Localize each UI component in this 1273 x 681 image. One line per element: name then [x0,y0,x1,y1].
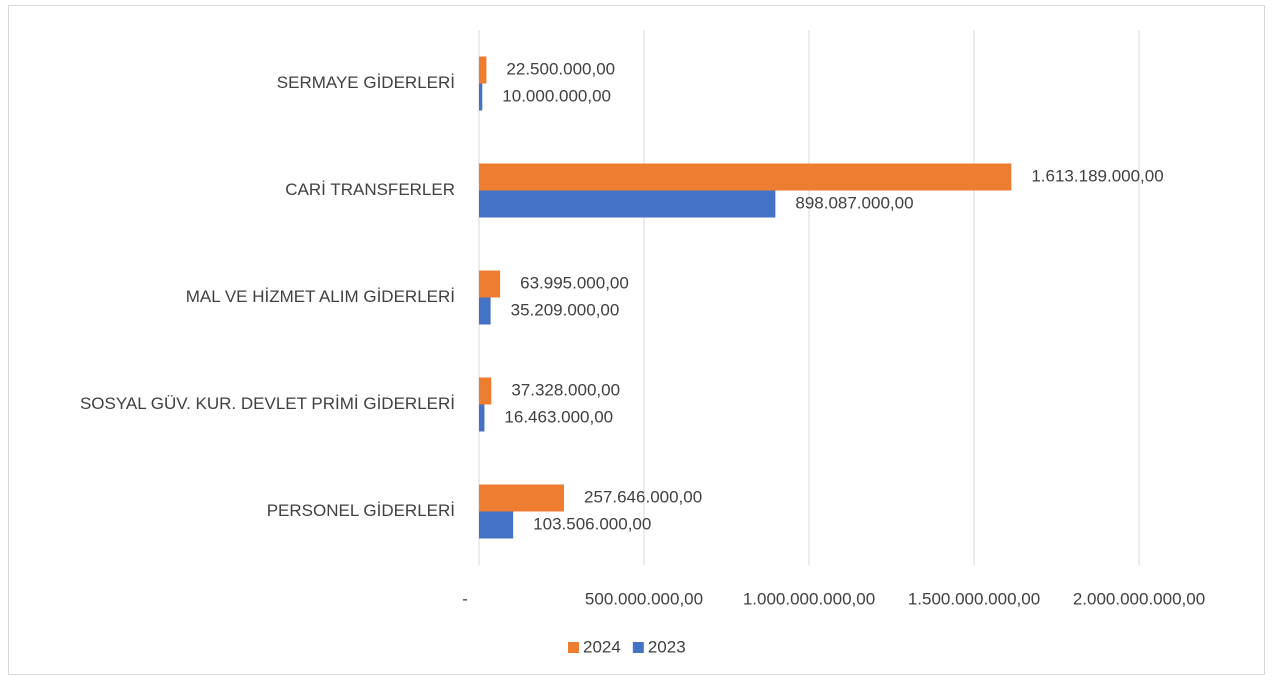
category-label: PERSONEL GİDERLERİ [267,501,455,520]
legend-label: 2023 [648,637,686,656]
bar [479,83,483,111]
bar [479,377,492,405]
x-tick-label: 1.000.000.000,00 [743,589,875,608]
data-label: 16.463.000,00 [504,407,613,426]
legend-swatch [568,642,579,653]
category-label: MAL VE HİZMET ALIM GİDERLERİ [186,287,455,306]
data-label: 37.328.000,00 [511,380,620,399]
x-tick-label: 1.500.000.000,00 [908,589,1040,608]
bar [479,484,565,512]
bar [479,270,501,298]
data-label: 1.613.189.000,00 [1031,166,1163,185]
x-tick-label: 500.000.000,00 [585,589,703,608]
x-tick-label: - [462,589,468,608]
legend-swatch [632,642,644,653]
category-label: SERMAYE GİDERLERİ [277,73,455,92]
data-label: 35.209.000,00 [511,300,620,319]
data-label: 10.000.000,00 [502,86,611,105]
legend-label: 2024 [583,637,621,656]
data-label: 63.995.000,00 [520,273,629,292]
bar [479,163,1012,191]
bar [479,297,491,325]
bar [479,404,485,432]
bar [479,190,776,218]
bar [479,511,514,539]
x-tick-label: 2.000.000.000,00 [1073,589,1205,608]
data-label: 898.087.000,00 [795,193,913,212]
chart-frame [8,5,1265,675]
data-label: 22.500.000,00 [506,59,615,78]
category-label: CARİ TRANSFERLER [285,180,455,199]
data-label: 103.506.000,00 [533,514,651,533]
data-label: 257.646.000,00 [584,487,702,506]
category-label: SOSYAL GÜV. KUR. DEVLET PRİMİ GİDERLERİ [80,394,455,413]
bar [479,56,487,84]
